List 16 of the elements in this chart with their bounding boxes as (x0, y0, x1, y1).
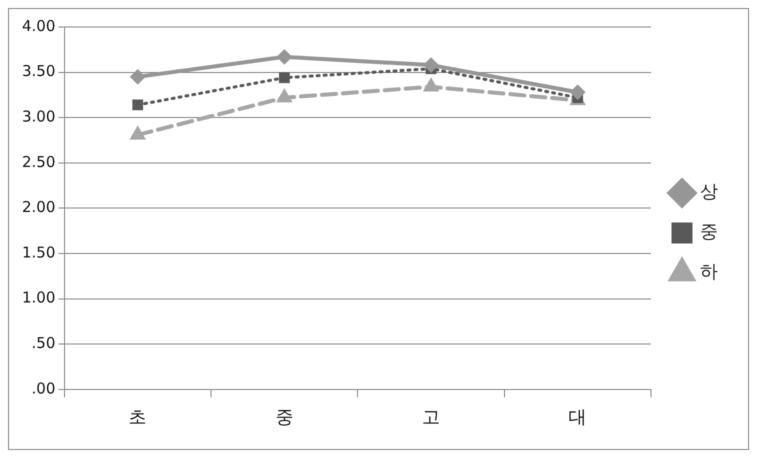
y-tick-label: 2.00 (22, 198, 56, 216)
legend-label: 중 (700, 222, 718, 243)
legend-label: 하 (700, 262, 718, 283)
legend-label: 상 (700, 182, 718, 203)
y-tick-label: 1.50 (22, 243, 56, 262)
y-tick-label: 3.50 (22, 62, 56, 80)
x-tick-label: 고 (422, 406, 440, 428)
y-tick-label: .50 (32, 334, 56, 352)
y-tick-label: 3.00 (22, 107, 56, 126)
x-tick-label: 대 (568, 406, 587, 428)
y-tick-label: 4.00 (22, 16, 56, 35)
y-tick-label: 2.50 (22, 152, 56, 171)
y-tick-label: .00 (32, 379, 56, 398)
x-tick-label: 중 (275, 406, 294, 428)
x-tick-label: 초 (128, 406, 147, 428)
y-tick-label: 1.00 (22, 288, 56, 307)
